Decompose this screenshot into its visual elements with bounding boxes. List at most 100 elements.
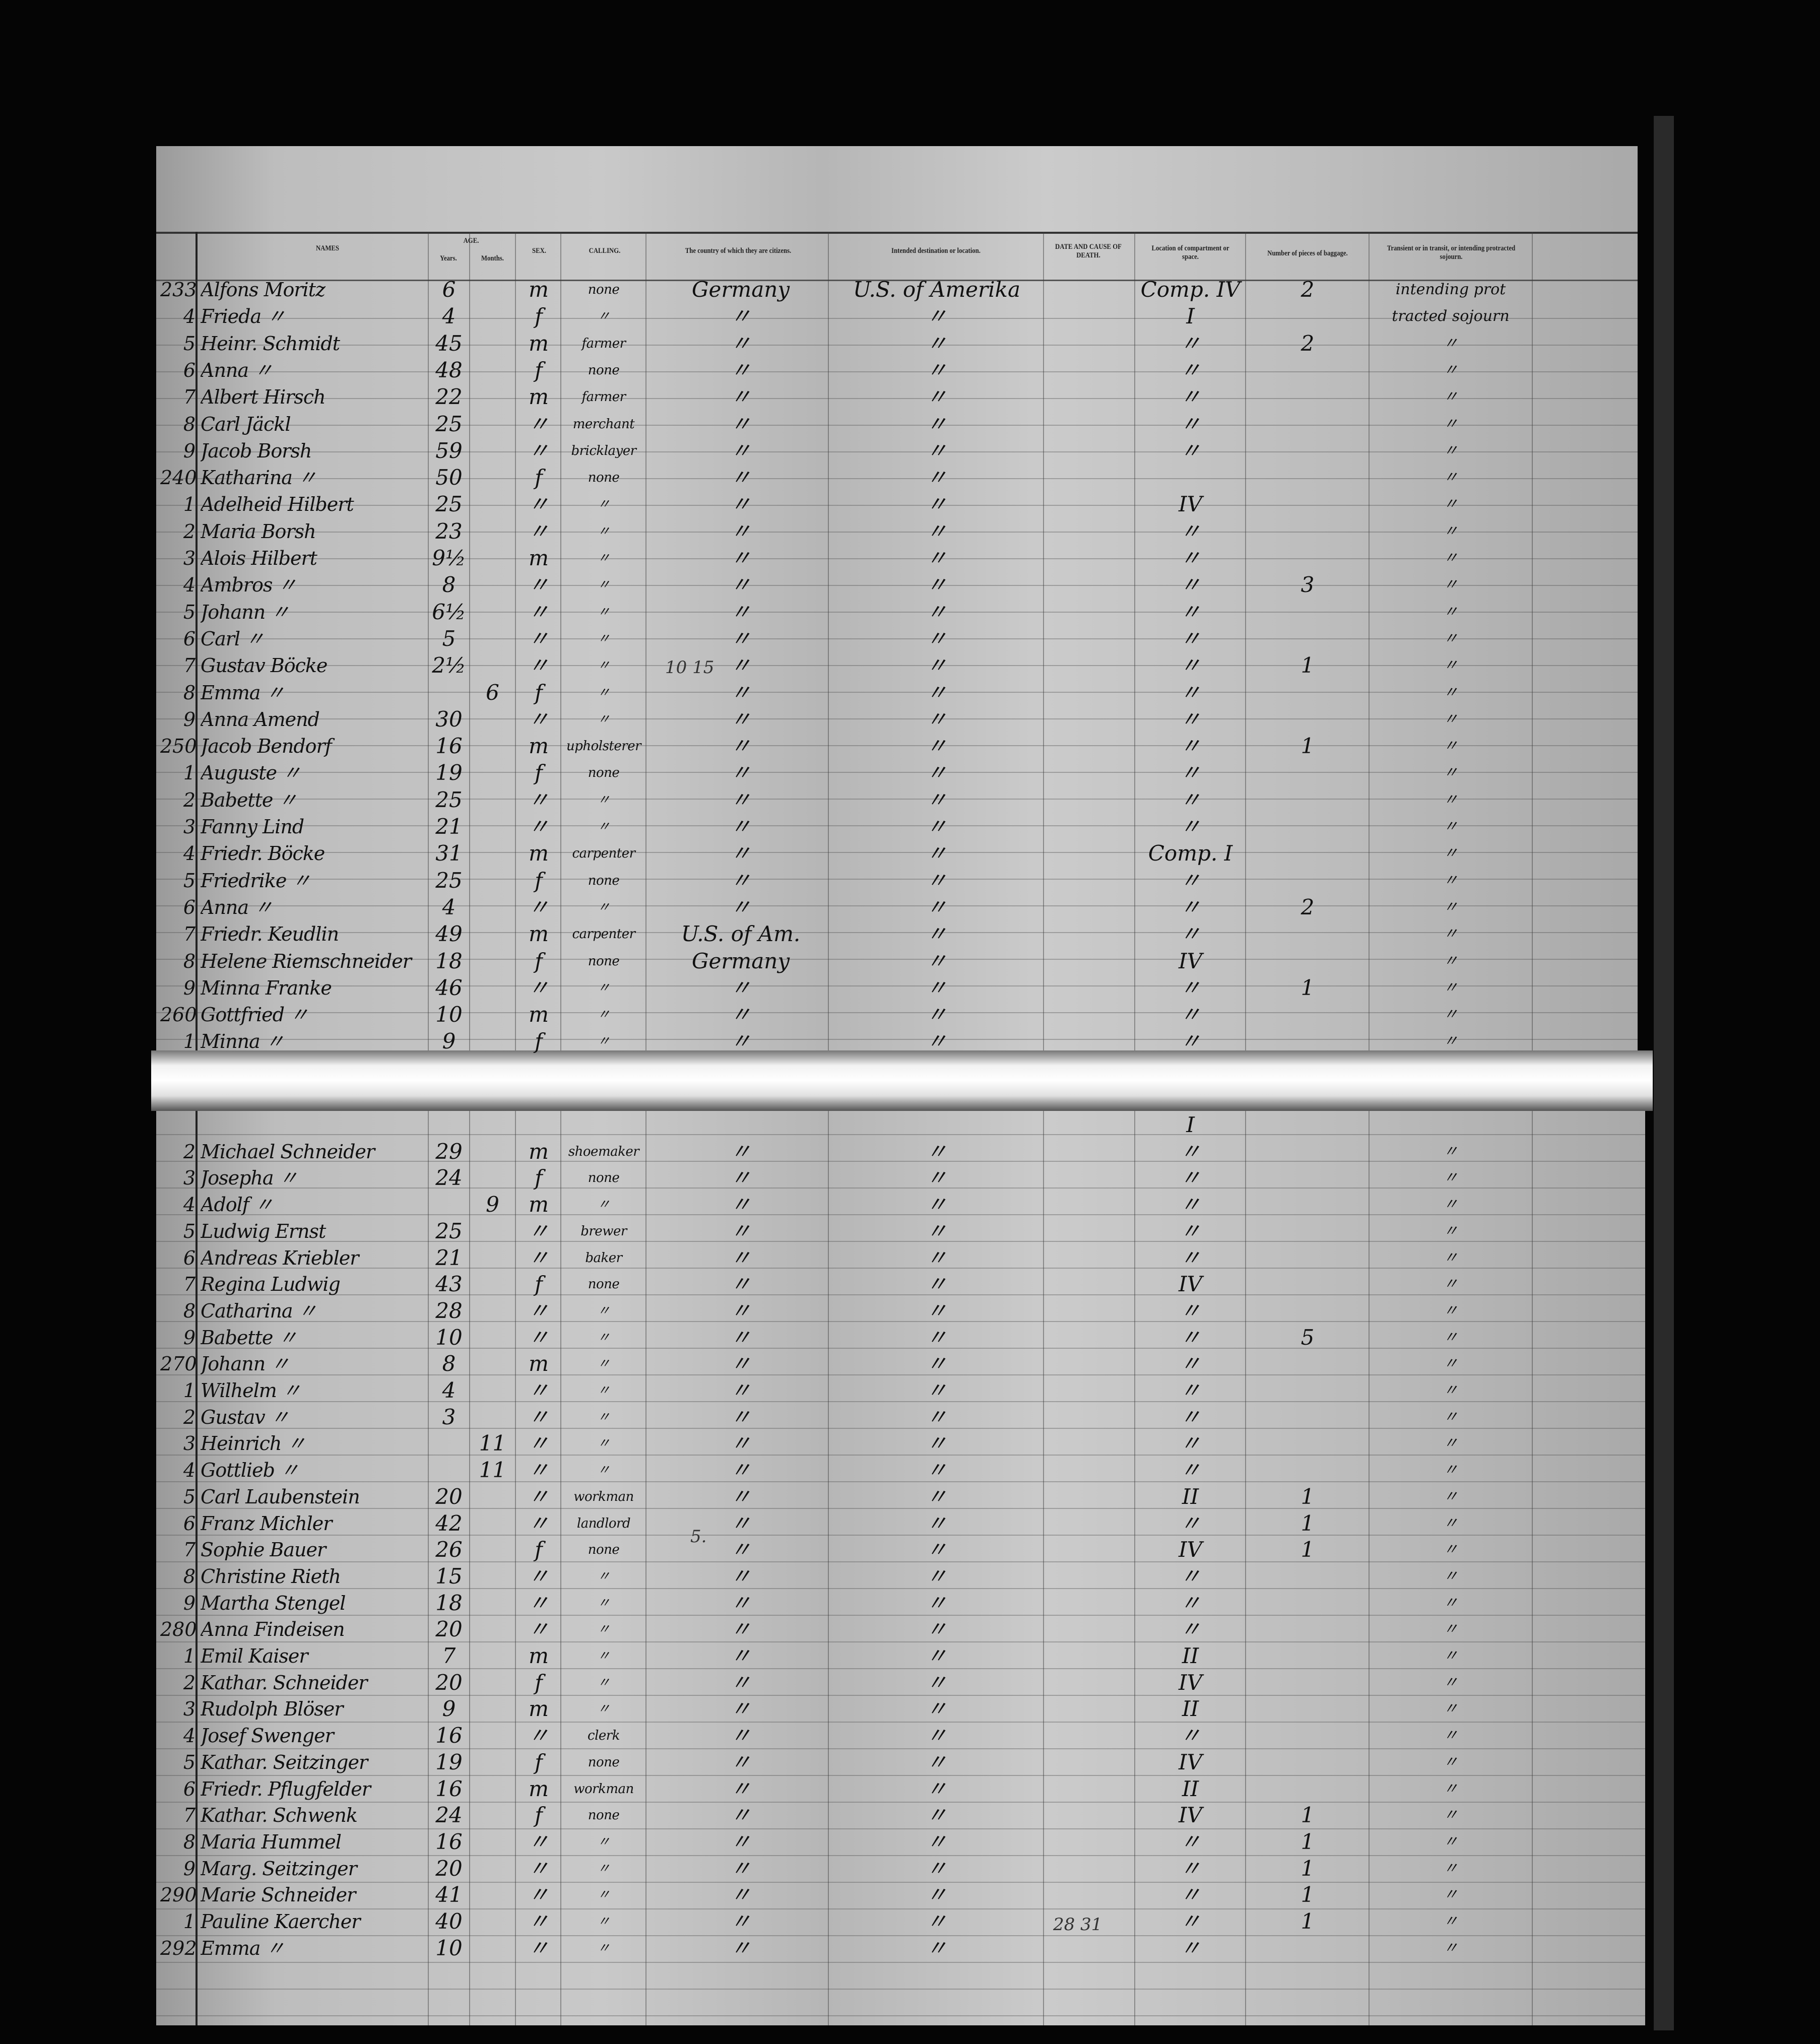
passenger-name: Regina Ludwig: [201, 1273, 341, 1296]
row-number: 5: [183, 332, 196, 355]
row-number: 9: [183, 1592, 196, 1614]
destination: 〃: [926, 1165, 947, 1191]
compartment: 〃: [1180, 1829, 1201, 1854]
age-years: 22: [435, 384, 463, 410]
transient-status: 〃: [1443, 1381, 1458, 1399]
destination: 〃: [926, 1431, 947, 1456]
table-row: 7 Albert Hirsch 22 m farmer 〃 〃 〃 〃: [0, 383, 1820, 411]
table-row: 9 Martha Stengel 18 〃 〃 〃 〃 〃 〃: [0, 1590, 1820, 1617]
country: 〃: [730, 1458, 751, 1483]
column-rule: [1369, 232, 1370, 1050]
sex: 〃: [528, 492, 549, 517]
row-number: 6: [183, 896, 196, 918]
transient-status: 〃: [1443, 925, 1458, 943]
transient-status: 〃: [1443, 1753, 1458, 1771]
passenger-name: Alfons Moritz: [201, 279, 326, 301]
column-rule: [560, 232, 561, 1050]
age-years: 19: [435, 760, 463, 785]
passenger-name: Josef Swenger: [201, 1725, 334, 1747]
calling: 〃: [597, 980, 610, 996]
calling: carpenter: [572, 846, 635, 862]
table-row: 9 Anna Amend 30 〃 〃 〃 〃 〃 〃: [0, 706, 1820, 733]
destination: 〃: [926, 1723, 947, 1748]
row-number: 6: [183, 1512, 196, 1535]
destination: 〃: [926, 304, 947, 329]
row-number: 3: [183, 1432, 196, 1455]
column-rule: [515, 1111, 516, 2025]
passenger-name: Christine Rieth: [201, 1565, 341, 1588]
transient-status: 〃: [1443, 334, 1458, 352]
sex: f: [535, 1165, 543, 1191]
sex: 〃: [528, 1909, 549, 1934]
passenger-name: Wilhelm 〃: [201, 1379, 301, 1402]
row-number: 280: [160, 1618, 196, 1641]
compartment: 〃: [1180, 518, 1201, 544]
destination: 〃: [926, 921, 947, 947]
calling: brewer: [580, 1223, 627, 1239]
row-number: 7: [183, 654, 196, 677]
sex: 〃: [528, 1245, 549, 1270]
calling: 〃: [597, 819, 610, 834]
age-years: 7: [442, 1643, 456, 1668]
sex: 〃: [528, 1298, 549, 1323]
country: 〃: [730, 1537, 751, 1562]
transient-status: 〃: [1443, 1142, 1458, 1160]
age-years: 21: [435, 814, 463, 839]
age-years: 59: [435, 438, 463, 463]
table-row: 8 Helene Riemschneider 18 f none Germany 〃 IV 〃: [0, 948, 1820, 975]
baggage-count: 1: [1301, 734, 1315, 759]
age-years: 10: [435, 1325, 463, 1350]
transient-status: 〃: [1443, 441, 1458, 459]
column-rule: [469, 232, 470, 1050]
table-row: 9 Minna Franke 46 〃 〃 〃 〃 〃 1 〃: [0, 974, 1820, 1002]
age-years: 4: [442, 304, 456, 329]
age-years: 5: [442, 626, 456, 651]
passenger-name: Friedrike 〃: [201, 869, 311, 892]
row-number: 8: [183, 413, 196, 435]
column-rule: [560, 1111, 561, 2025]
country: 〃: [730, 841, 751, 866]
passenger-name: Anna Findeisen: [201, 1618, 345, 1641]
table-row: 7 Friedr. Keudlin 49 m carpenter U.S. of Am. 〃…: [0, 920, 1820, 948]
passenger-name: Emma 〃: [201, 1937, 285, 1959]
compartment: 〃: [1180, 438, 1201, 463]
compartment: 〃: [1180, 1590, 1201, 1615]
destination: 〃: [926, 1670, 947, 1695]
compartment: Comp. I: [1148, 841, 1233, 866]
baggage-count: 2: [1301, 331, 1315, 356]
transient-status: 〃: [1443, 764, 1458, 782]
sex: 〃: [528, 1431, 549, 1456]
transient-status: 〃: [1443, 1248, 1458, 1267]
sex: f: [535, 304, 543, 329]
compartment: IV: [1179, 492, 1202, 517]
table-row: 4 Josef Swenger 16 〃 clerk 〃 〃 〃 〃: [0, 1722, 1820, 1749]
transient-status: 〃: [1443, 1196, 1458, 1214]
manifest-page-lower: [156, 1108, 1645, 2025]
age-years: 15: [435, 1563, 463, 1589]
calling: farmer: [581, 336, 626, 351]
transient-status: 〃: [1443, 576, 1458, 594]
transient-status: 〃: [1443, 952, 1458, 970]
compartment: I: [1186, 304, 1195, 329]
transient-status: 〃: [1443, 522, 1458, 540]
calling: 〃: [597, 1887, 610, 1903]
passenger-name: Emma 〃: [201, 681, 285, 704]
header-destination: Intended destination or location.: [891, 247, 981, 255]
compartment: I: [1186, 1112, 1195, 1137]
transient-status: 〃: [1443, 388, 1458, 406]
calling: upholsterer: [566, 739, 641, 754]
country: 〃: [730, 814, 751, 839]
age-years: 16: [435, 1829, 463, 1854]
row-number: 9: [183, 1326, 196, 1349]
destination: 〃: [926, 1192, 947, 1217]
header-country: The country of which they are citizens.: [685, 247, 792, 255]
destination: 〃: [926, 1404, 947, 1429]
compartment: 〃: [1180, 1723, 1201, 1748]
sex: 〃: [528, 1882, 549, 1907]
row-number: 1: [183, 1379, 196, 1402]
passenger-name: Johann 〃: [201, 1353, 290, 1375]
sex: f: [535, 1272, 543, 1297]
table-row: 5 Ludwig Ernst 25 〃 brewer 〃 〃 〃 〃: [0, 1218, 1820, 1245]
transient-status: 〃: [1443, 1032, 1458, 1050]
baggage-count: 2: [1301, 277, 1315, 302]
